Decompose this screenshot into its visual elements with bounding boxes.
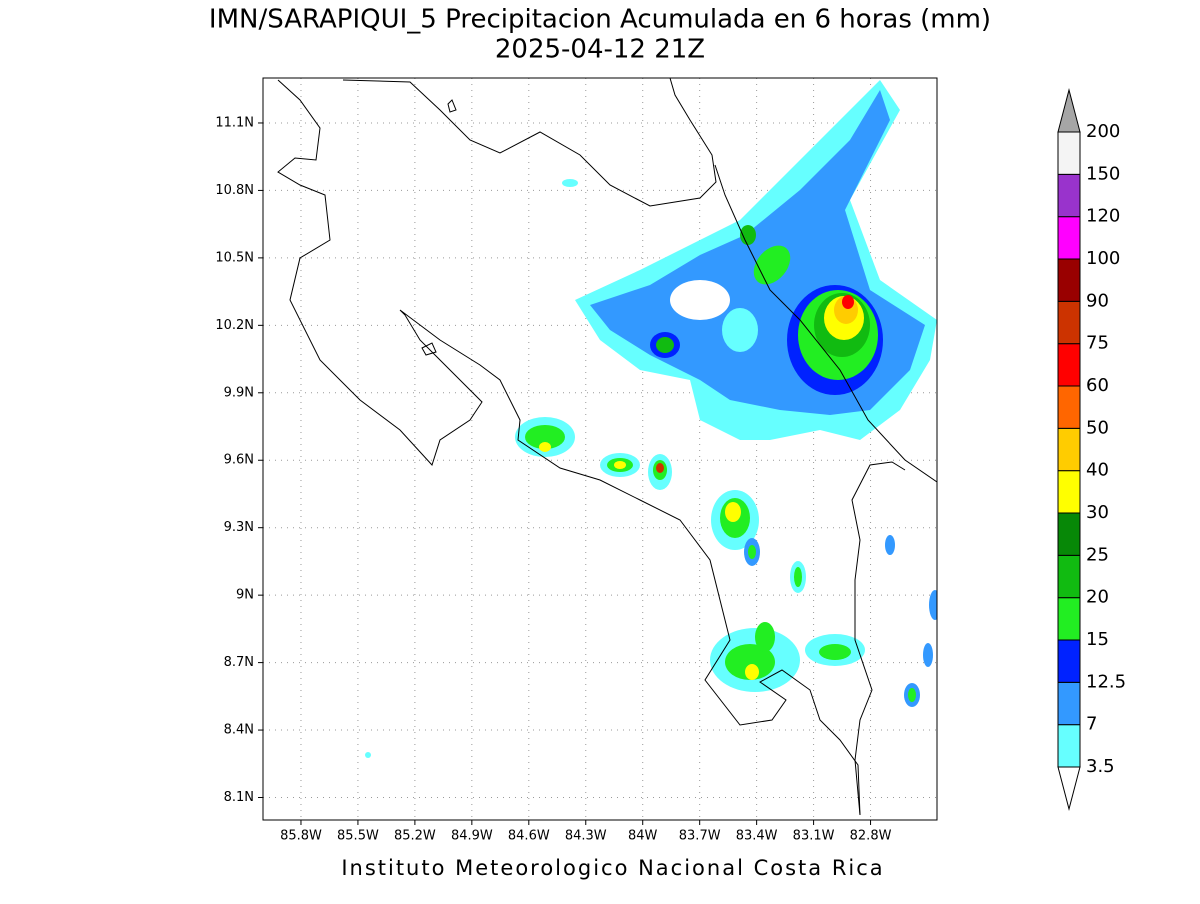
colorbar-box — [1057, 427, 1081, 472]
colorbar-box — [1057, 470, 1081, 514]
x-tick-label: 84.9W — [451, 829, 493, 844]
gap — [722, 308, 758, 352]
colorbar-box — [1057, 258, 1081, 302]
precip-20 — [740, 225, 756, 245]
y-tick-label: 9.9N — [224, 385, 254, 400]
x-tick-label: 85.2W — [394, 829, 436, 844]
x-tick-label: 84.6W — [508, 829, 550, 844]
colorbar-box — [1057, 300, 1081, 345]
precip-field — [277, 78, 937, 816]
gap — [670, 280, 730, 320]
x-tick-label: 85.8W — [280, 829, 322, 844]
x-tick-label: 83.7W — [679, 829, 721, 844]
colorbar-label: 25 — [1086, 544, 1109, 565]
cells — [365, 179, 937, 758]
colorbar-label: 40 — [1086, 460, 1109, 481]
colorbar-label: 200 — [1086, 121, 1120, 142]
y-tick-label: 8.4N — [224, 723, 254, 738]
colorbar-label: 30 — [1086, 502, 1109, 523]
colorbar-label: 150 — [1086, 163, 1120, 184]
colorbar-label: 12.5 — [1086, 671, 1126, 692]
colorbar-label: 3.5 — [1086, 756, 1115, 777]
colorbar-box — [1057, 131, 1081, 175]
map-frame — [262, 77, 938, 821]
precip-60 — [842, 295, 854, 309]
x-tick-label: 83.4W — [736, 829, 778, 844]
y-tick-label: 10.5N — [215, 250, 254, 265]
axes: 85.8W 85.5W 85.2W 84.9W 84.6W 84.3W 84W 83.7W 83… — [215, 115, 891, 843]
colorbar-box — [1057, 724, 1081, 768]
colorbar-label: 90 — [1086, 290, 1109, 311]
colorbar-box — [1057, 343, 1081, 387]
colorbar-label: 15 — [1086, 629, 1109, 650]
subtitle: 2025-04-12 21Z — [495, 35, 705, 65]
y-tick-label: 8.7N — [224, 655, 254, 670]
x-tick-label: 82.8W — [850, 829, 892, 844]
x-tick-label: 85.5W — [337, 829, 379, 844]
y-tick-label: 9.6N — [224, 453, 254, 468]
colorbar-under-arrow — [1057, 766, 1081, 811]
colorbar-box — [1057, 216, 1081, 260]
x-tick-label: 84W — [628, 829, 658, 844]
colorbar-box — [1057, 597, 1081, 641]
colorbar-box — [1057, 554, 1081, 599]
colorbar-box — [1057, 681, 1081, 726]
colorbar-box — [1057, 385, 1081, 429]
y-tick-label: 8.1N — [224, 790, 254, 805]
y-tick-label: 10.8N — [215, 183, 254, 198]
colorbar-label: 20 — [1086, 587, 1109, 608]
title: IMN/SARAPIQUI_5 Precipitacion Acumulada … — [209, 5, 991, 35]
colorbar-label: 60 — [1086, 375, 1109, 396]
colorbar-over-arrow — [1057, 88, 1081, 133]
colorbar-label: 50 — [1086, 417, 1109, 438]
precip-20 — [656, 337, 674, 353]
colorbar-label: 120 — [1086, 206, 1120, 227]
colorbar-box — [1057, 639, 1081, 683]
y-tick-label: 10.2N — [215, 318, 254, 333]
y-tick-label: 9N — [236, 588, 254, 603]
y-tick-label: 11.1N — [215, 115, 254, 130]
coastlines — [277, 78, 937, 816]
y-tick-label: 9.3N — [224, 520, 254, 535]
colorbar-label: 75 — [1086, 333, 1109, 354]
colorbar-label: 7 — [1086, 714, 1097, 735]
x-tick-label: 83.1W — [793, 829, 835, 844]
colorbar-label: 100 — [1086, 248, 1120, 269]
x-tick-label: 84.3W — [565, 829, 607, 844]
colorbar: 3.5 7 12.5 15 20 25 30 40 50 60 75 90 100 120 150 200 — [1057, 88, 1126, 811]
footer: Instituto Meteorologico Nacional Costa R… — [341, 856, 884, 880]
colorbar-box — [1057, 173, 1081, 218]
colorbar-box — [1057, 512, 1081, 556]
